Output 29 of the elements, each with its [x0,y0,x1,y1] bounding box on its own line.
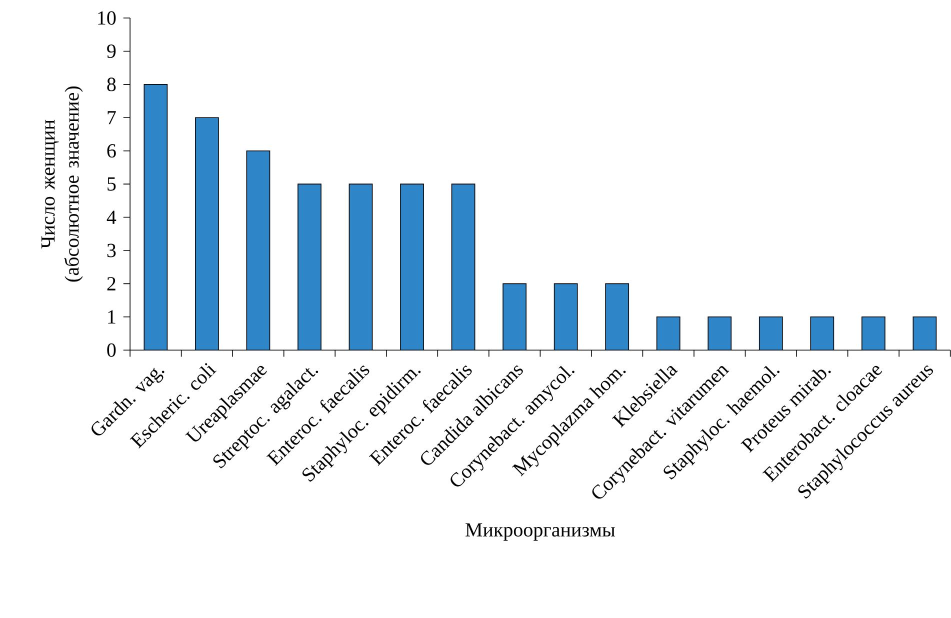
bar [144,84,168,350]
y-tick-label: 5 [108,177,116,191]
y-tick-label: 10 [98,11,116,25]
y-tick-label: 3 [107,244,116,258]
y-tick-label: 9 [107,44,116,58]
bar [606,284,629,350]
y-tick-label: 7 [108,111,116,124]
x-axis-title: Микроорганизмы [466,523,615,541]
y-tick-label: 6 [107,144,116,158]
bar [400,184,424,350]
bar [503,284,526,350]
bar [708,316,732,350]
y-tick-label: 2 [107,276,116,290]
bar [452,184,475,350]
bar [862,316,885,350]
bar [554,284,578,350]
bar [759,316,782,350]
bar [298,184,322,350]
bar [195,118,218,350]
y-tick-label: 0 [107,343,116,357]
bar [246,150,270,350]
bar [810,316,834,350]
y-axis-title: Число женщин (абсолютное значение) [41,86,83,282]
y-tick-label: 8 [107,78,116,92]
y-tick-label: 1 [108,310,116,324]
y-tick-label: 4 [106,210,116,224]
bar [349,184,372,350]
bar [656,316,680,350]
bar [912,316,937,350]
